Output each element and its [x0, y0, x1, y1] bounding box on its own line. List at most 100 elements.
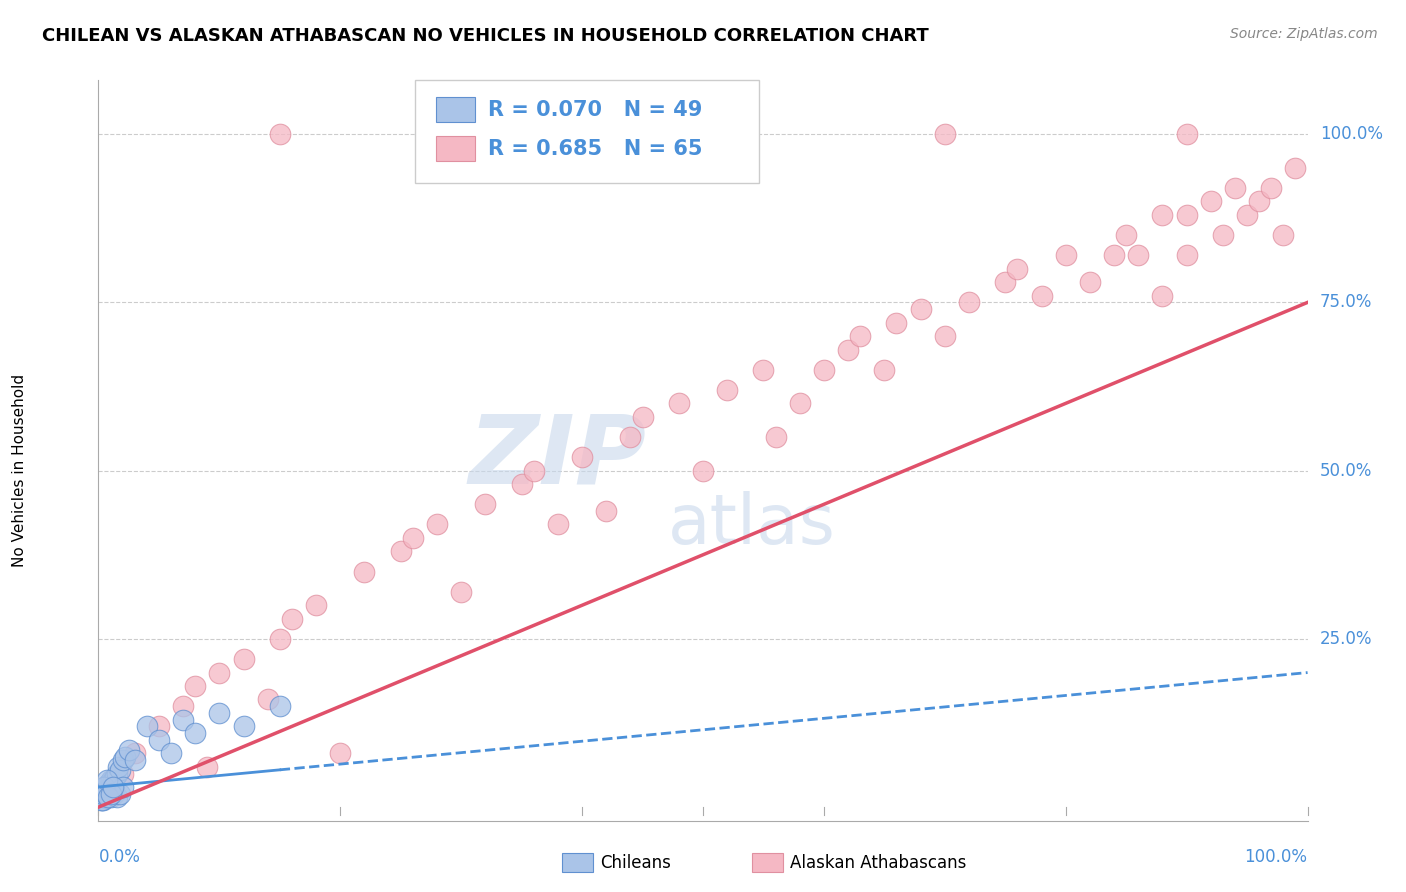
- Text: R = 0.070   N = 49: R = 0.070 N = 49: [488, 100, 702, 120]
- Point: [96, 787, 118, 801]
- Point: [886, 316, 908, 330]
- Point: [232, 719, 254, 733]
- Point: [752, 362, 775, 376]
- Point: [96, 780, 118, 794]
- Point: [103, 776, 125, 791]
- Point: [957, 295, 980, 310]
- Point: [98, 787, 121, 801]
- Point: [789, 396, 811, 410]
- Point: [94, 790, 117, 805]
- Point: [1223, 181, 1246, 195]
- Point: [208, 665, 231, 680]
- Point: [571, 450, 593, 465]
- Point: [111, 753, 134, 767]
- Point: [1054, 248, 1077, 262]
- Point: [97, 776, 120, 791]
- Text: No Vehicles in Household: No Vehicles in Household: [13, 374, 27, 567]
- Point: [353, 565, 375, 579]
- Point: [184, 726, 207, 740]
- Point: [402, 531, 425, 545]
- Point: [135, 719, 157, 733]
- Point: [1175, 127, 1198, 141]
- Point: [934, 127, 956, 141]
- Point: [111, 780, 134, 794]
- Point: [1175, 248, 1198, 262]
- Point: [172, 713, 194, 727]
- Point: [450, 127, 472, 141]
- Point: [813, 362, 835, 376]
- Point: [631, 409, 654, 424]
- Point: [148, 732, 170, 747]
- Text: 75.0%: 75.0%: [1320, 293, 1372, 311]
- Point: [305, 599, 328, 613]
- Point: [100, 787, 122, 801]
- Point: [837, 343, 859, 357]
- Point: [118, 743, 141, 757]
- Point: [910, 302, 932, 317]
- Point: [91, 787, 114, 801]
- Point: [108, 787, 131, 801]
- Point: [849, 329, 872, 343]
- Point: [873, 362, 896, 376]
- Point: [103, 787, 125, 801]
- Text: 50.0%: 50.0%: [1320, 462, 1372, 480]
- Point: [195, 760, 218, 774]
- Point: [1249, 194, 1271, 209]
- Text: Alaskan Athabascans: Alaskan Athabascans: [790, 854, 966, 871]
- Point: [269, 127, 291, 141]
- Point: [281, 612, 304, 626]
- Point: [765, 430, 787, 444]
- Point: [1175, 208, 1198, 222]
- Text: 0.0%: 0.0%: [98, 847, 141, 865]
- Point: [124, 747, 146, 761]
- Point: [96, 773, 118, 788]
- Point: [97, 790, 120, 805]
- Point: [101, 783, 124, 797]
- Text: ZIP: ZIP: [470, 410, 647, 504]
- Point: [1272, 228, 1295, 243]
- Text: 25.0%: 25.0%: [1320, 630, 1372, 648]
- Point: [101, 780, 124, 794]
- Point: [111, 766, 134, 780]
- Point: [93, 790, 115, 805]
- Point: [114, 749, 136, 764]
- Point: [91, 793, 114, 807]
- Text: 100.0%: 100.0%: [1244, 847, 1308, 865]
- Point: [1284, 161, 1306, 175]
- Point: [619, 430, 641, 444]
- Point: [426, 517, 449, 532]
- Point: [91, 793, 114, 807]
- Point: [994, 275, 1017, 289]
- Point: [105, 790, 128, 805]
- Point: [107, 760, 129, 774]
- Point: [450, 584, 472, 599]
- Point: [1260, 181, 1282, 195]
- Point: [716, 383, 738, 397]
- Point: [104, 770, 127, 784]
- Point: [269, 699, 291, 714]
- Point: [160, 747, 183, 761]
- Point: [329, 747, 352, 761]
- Point: [108, 763, 131, 777]
- Point: [692, 464, 714, 478]
- Point: [474, 497, 496, 511]
- Point: [208, 706, 231, 720]
- Text: CHILEAN VS ALASKAN ATHABASCAN NO VEHICLES IN HOUSEHOLD CORRELATION CHART: CHILEAN VS ALASKAN ATHABASCAN NO VEHICLE…: [42, 27, 929, 45]
- Point: [1199, 194, 1222, 209]
- Point: [91, 790, 114, 805]
- Point: [934, 329, 956, 343]
- Point: [668, 396, 690, 410]
- Text: Chileans: Chileans: [600, 854, 671, 871]
- Point: [1115, 228, 1137, 243]
- Point: [105, 766, 128, 780]
- Point: [100, 773, 122, 788]
- Point: [94, 787, 117, 801]
- Point: [100, 787, 122, 801]
- Point: [510, 477, 533, 491]
- Point: [184, 679, 207, 693]
- Point: [172, 699, 194, 714]
- Point: [1212, 228, 1234, 243]
- Point: [1236, 208, 1258, 222]
- Point: [90, 793, 112, 807]
- Point: [1102, 248, 1125, 262]
